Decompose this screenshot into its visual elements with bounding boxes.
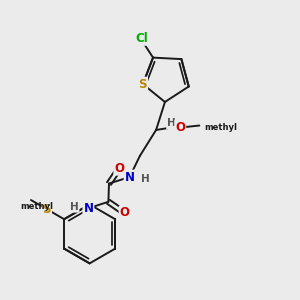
Text: N: N [124,171,135,184]
Text: H: H [70,202,79,212]
Text: H: H [140,173,149,184]
Text: H: H [167,118,176,128]
Text: methyl: methyl [196,115,245,128]
Text: O: O [114,162,124,175]
Text: methyl: methyl [20,202,53,211]
Text: S: S [139,78,147,91]
Text: methyl2: methyl2 [29,189,87,203]
Text: N: N [83,202,93,215]
Text: methyl: methyl [204,122,237,131]
Text: O: O [120,206,130,220]
Text: Cl: Cl [136,32,148,45]
Text: O: O [175,121,185,134]
Text: S: S [43,203,51,216]
